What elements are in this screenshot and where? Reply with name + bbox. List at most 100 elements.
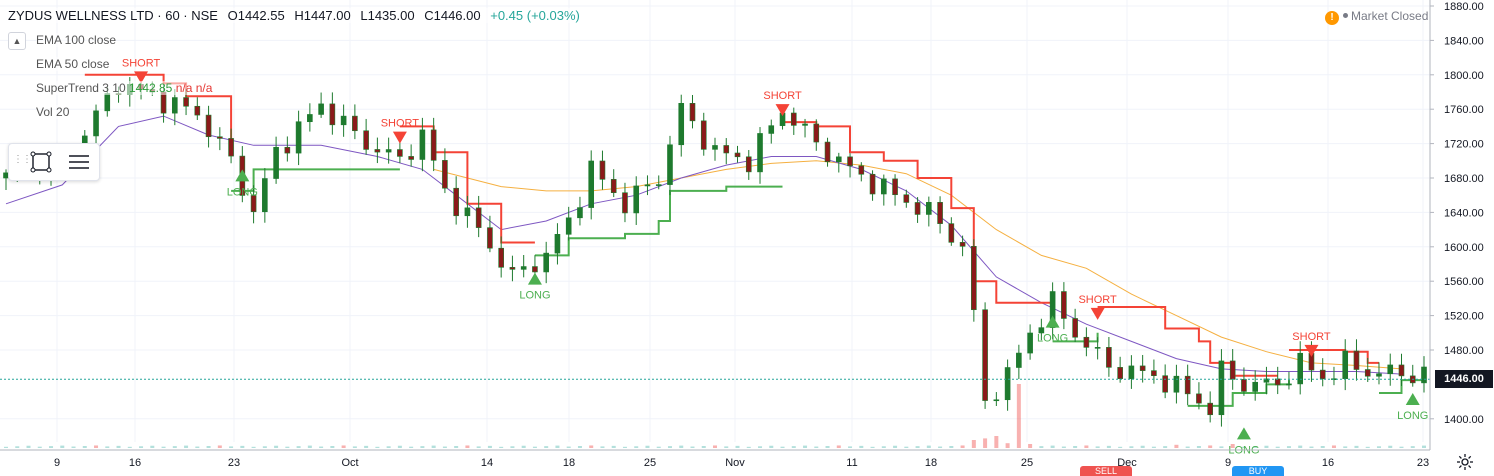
y-tick-label: 1400.00 — [1444, 414, 1484, 426]
legend-volume[interactable]: Vol 20 — [36, 105, 70, 119]
volume-bar — [634, 446, 639, 448]
volume-bar — [1129, 446, 1134, 448]
candle-down — [599, 160, 606, 180]
volume-bar — [701, 446, 706, 448]
supertrend-lines — [84, 73, 1424, 407]
volume-bar — [1185, 446, 1190, 448]
drag-handle-icon[interactable]: ⋮⋮ — [13, 154, 32, 165]
candle-up — [340, 115, 347, 126]
candle-down — [1398, 364, 1405, 377]
volume-bar — [859, 445, 864, 448]
settings-gear-icon[interactable] — [1455, 452, 1475, 472]
long-signal-arrow-icon — [1236, 427, 1251, 440]
candle-up — [93, 110, 99, 137]
long-signal-label: LONG — [1397, 410, 1428, 422]
volume-bar — [803, 445, 808, 448]
ema-50-path — [5, 115, 1402, 375]
symbol-title[interactable]: ZYDUS WELLNESS LTD · 60 · NSE — [8, 8, 218, 23]
volume-bar — [330, 446, 335, 448]
candle-up — [633, 185, 640, 214]
candle-up — [1421, 366, 1427, 384]
long-signal-label: LONG — [1037, 333, 1068, 345]
volume-bar — [645, 445, 650, 448]
candle-up — [554, 234, 561, 254]
legend-supertrend[interactable]: SuperTrend 3 10 1442.85 n/a n/a — [36, 81, 213, 95]
rectangle-tool-icon[interactable] — [29, 150, 53, 174]
line-style-icon[interactable] — [67, 150, 91, 174]
sell-button[interactable]: SELL — [1080, 466, 1132, 476]
candle-down — [745, 156, 752, 173]
volume-bar — [116, 445, 121, 448]
candle-down — [397, 149, 403, 157]
volume-bar — [82, 446, 87, 448]
volume-bar — [240, 445, 245, 448]
y-tick-label: 1800.00 — [1444, 70, 1484, 82]
volume-bar — [544, 446, 549, 448]
volume-bar — [960, 445, 965, 448]
volume-bar — [949, 446, 954, 448]
candle-up — [1387, 364, 1394, 375]
candle-down — [622, 192, 628, 214]
y-tick-label: 1520.00 — [1444, 311, 1484, 323]
volume-bar — [926, 445, 931, 448]
market-status[interactable]: ! Market Closed — [1325, 9, 1428, 25]
candle-up — [104, 93, 111, 112]
volume-bar — [780, 446, 785, 448]
legend-ema100[interactable]: EMA 100 close — [36, 33, 117, 47]
volume-bar — [454, 446, 459, 448]
candle-down — [284, 147, 291, 154]
volume-bar — [1196, 446, 1201, 448]
candle-down — [509, 267, 516, 270]
symbol-header: ZYDUS WELLNESS LTD · 60 · NSE O1442.55 H… — [8, 8, 580, 23]
x-tick-label: 23 — [228, 457, 240, 469]
volume-bar — [285, 446, 290, 448]
candle-down — [1229, 360, 1236, 380]
legend-ema50[interactable]: EMA 50 close — [36, 57, 110, 71]
volume-bar — [1399, 446, 1404, 448]
candle-up — [1218, 360, 1225, 416]
candle-up — [757, 133, 763, 173]
ema-100-line — [433, 160, 1402, 370]
y-tick-label: 1760.00 — [1444, 104, 1484, 116]
short-signal-label: SHORT — [763, 90, 802, 102]
volume-bar — [566, 446, 571, 448]
volume-bar — [150, 445, 155, 448]
volume-bar — [814, 446, 819, 448]
volume-bar — [71, 446, 76, 448]
volume-bar — [1106, 445, 1111, 448]
volume-bar — [341, 445, 346, 448]
buy-button[interactable]: BUY — [1232, 466, 1284, 476]
candle-down — [903, 194, 910, 203]
short-signal-label: SHORT — [1292, 331, 1331, 343]
x-tick-label: 25 — [1021, 457, 1033, 469]
supertrend-segment-down — [1097, 306, 1278, 377]
candle-down — [1083, 336, 1090, 348]
candle-down — [430, 129, 437, 161]
candle-up — [172, 97, 178, 114]
volume-bar — [431, 445, 436, 448]
y-tick-label: 1480.00 — [1444, 345, 1484, 357]
volume-bar — [499, 446, 504, 448]
candle-down — [1241, 379, 1247, 392]
volume-bar — [172, 446, 177, 448]
candle-up — [1094, 347, 1101, 349]
volume-bar — [364, 445, 369, 448]
volume-bar — [983, 438, 988, 448]
volume-bar — [746, 446, 751, 448]
supertrend-value: 1442.85 — [128, 81, 173, 95]
ohlc-high: H1447.00 — [294, 8, 351, 23]
volume-bar — [1241, 446, 1246, 448]
long-signal-label: LONG — [227, 186, 258, 198]
short-signal-label: SHORT — [122, 57, 161, 69]
candle-up — [1376, 373, 1382, 377]
volume-bar — [1298, 445, 1303, 448]
x-tick-label: 14 — [481, 457, 493, 469]
volume-bar — [1016, 384, 1021, 448]
legend-collapse-chevron-icon[interactable]: ▲ — [8, 32, 26, 50]
candle-down — [858, 165, 865, 175]
volume-bar — [386, 446, 391, 448]
volume-bar — [1039, 446, 1044, 448]
candle-up — [1263, 378, 1270, 383]
volume-bar — [1050, 445, 1055, 448]
